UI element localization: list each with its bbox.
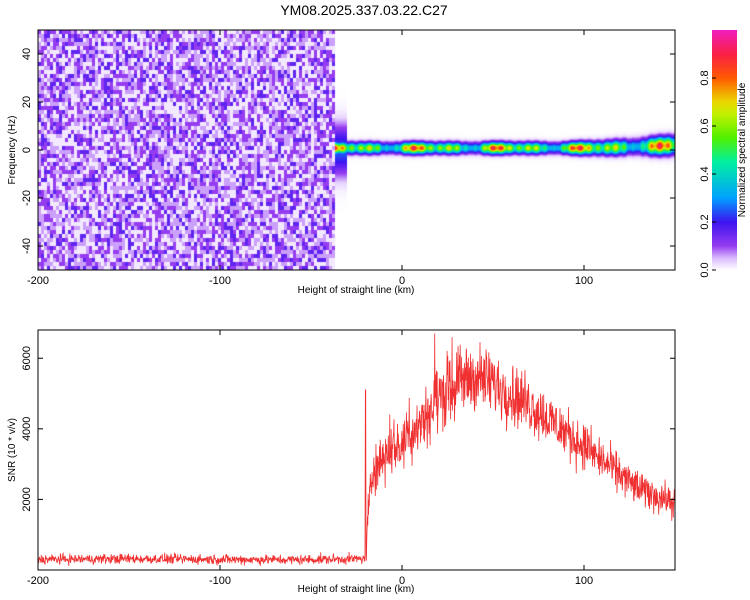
snr-x-axis: -200 -100 0 100	[27, 330, 593, 587]
x-tick-label: 100	[575, 575, 593, 587]
spectrogram-heatmap	[38, 30, 675, 270]
snr-frame	[37, 329, 676, 571]
spectrogram-x-label: Height of straight line (km)	[298, 285, 415, 296]
snr-y-label: SNR (10 * v/v)	[7, 418, 18, 482]
figure-title: YM08.2025.337.03.22.C27	[280, 2, 448, 18]
y-tick-label: 40	[21, 48, 33, 60]
y-tick-label: 20	[21, 96, 33, 108]
colorbar-tick-label: 0.2	[699, 214, 711, 229]
colorbar-tick-label: 0.4	[699, 166, 711, 181]
colorbar-label: Normalized spectral amplitude	[737, 82, 748, 217]
x-tick-label: -200	[27, 275, 49, 287]
x-tick-label: -100	[209, 275, 231, 287]
snr-series-line	[38, 333, 675, 566]
y-tick-label: 6000	[21, 346, 33, 370]
y-tick-label: -40	[21, 238, 33, 254]
colorbar-tick-label: 0.8	[699, 70, 711, 85]
spectrogram-x-axis: -200 -100 0 100	[27, 30, 593, 287]
spectrogram-y-label: Frequency (Hz)	[7, 116, 18, 185]
x-tick-label: 0	[399, 275, 405, 287]
snr-y-axis: 2000 4000 6000	[21, 346, 675, 512]
colorbar-tick-label: 0.0	[699, 262, 711, 277]
y-tick-label: 2000	[21, 487, 33, 511]
spectrogram-panel: -200 -100 0 100 40 20 0 -20 -40 Height of strai…	[7, 29, 676, 296]
y-tick-label: 0	[21, 147, 33, 153]
colorbar-tick-label: 0.6	[699, 118, 711, 133]
colorbar-axis: 0.0 0.2 0.4 0.6 0.8	[699, 70, 716, 278]
x-tick-label: -200	[27, 575, 49, 587]
snr-x-label: Height of straight line (km)	[298, 584, 415, 595]
snr-panel: -200 -100 0 100 2000 4000 6000 Height of stra…	[7, 329, 676, 595]
spectrogram-y-axis: 40 20 0 -20 -40	[21, 48, 675, 254]
y-tick-label: 4000	[21, 417, 33, 441]
colorbar: 0.0 0.2 0.4 0.6 0.8 Normalized spectral ampl…	[699, 30, 748, 278]
x-tick-label: 100	[575, 275, 593, 287]
x-tick-label: 0	[399, 575, 405, 587]
colorbar-gradient	[712, 30, 737, 270]
y-tick-label: -20	[21, 190, 33, 206]
x-tick-label: -100	[209, 575, 231, 587]
